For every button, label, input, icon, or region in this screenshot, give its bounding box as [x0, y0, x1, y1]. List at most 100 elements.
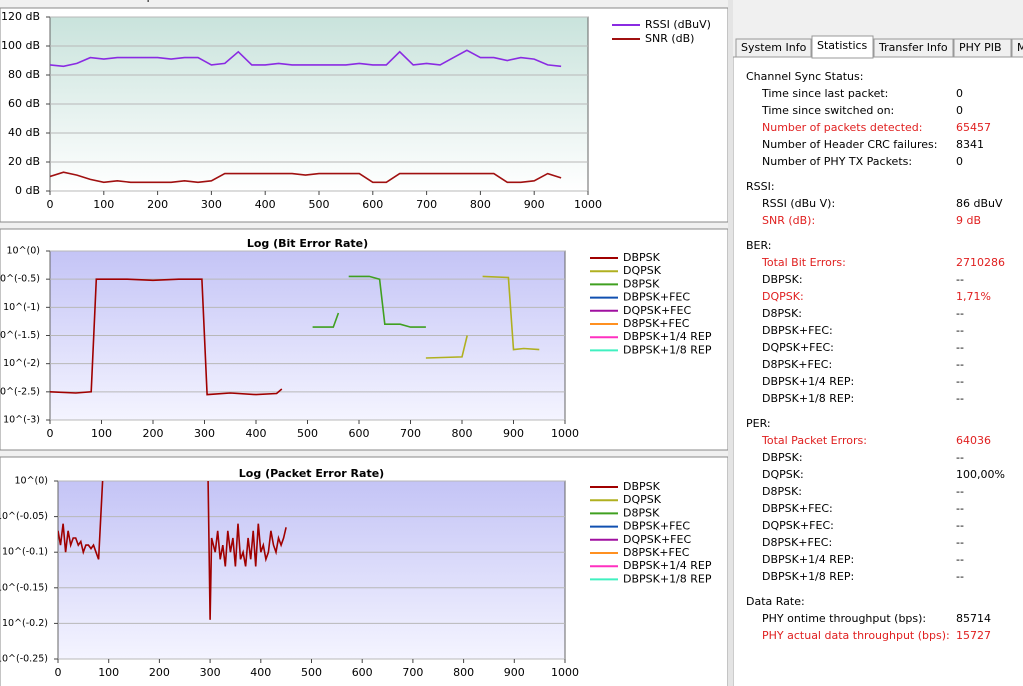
- x-tick-label: 200: [147, 198, 168, 211]
- stat-label: PHY ontime throughput (bps):: [762, 612, 926, 625]
- stat-value: --: [956, 324, 964, 337]
- stat-value: 0: [956, 87, 963, 100]
- y-tick-label: 10^(0): [6, 246, 40, 257]
- y-tick-label: 120 dB: [1, 10, 40, 23]
- stat-label: PHY actual data throughput (bps):: [762, 629, 950, 642]
- x-tick-label: 200: [143, 427, 164, 440]
- stat-value: --: [956, 375, 964, 388]
- stat-label: SNR (dB):: [762, 214, 815, 227]
- stat-value: 65457: [956, 121, 991, 134]
- x-tick-label: 900: [524, 198, 545, 211]
- y-tick-label: 20 dB: [8, 155, 40, 168]
- stat-value: --: [956, 536, 964, 549]
- divider: [728, 0, 733, 686]
- section-title: PER:: [746, 417, 771, 430]
- stat-label: Total Bit Errors:: [761, 256, 846, 269]
- stat-label: DQPSK:: [762, 468, 804, 481]
- x-tick-label: 700: [402, 666, 423, 679]
- stat-label: D8PSK+FEC:: [762, 358, 832, 371]
- plot-area: [57, 480, 566, 660]
- stat-label: DBPSK:: [762, 451, 803, 464]
- x-tick-label: 0: [47, 198, 54, 211]
- stat-label: DQPSK+FEC:: [762, 341, 834, 354]
- stat-label: DBPSK:: [762, 273, 803, 286]
- tab[interactable]: [953, 38, 1012, 58]
- y-tick-label: 10^(-0.05): [0, 511, 48, 522]
- y-tick-label: 10^(-0.2): [2, 618, 48, 629]
- tab-label[interactable]: M: [1017, 41, 1023, 54]
- series-line: [50, 171, 562, 184]
- x-tick-label: 800: [452, 427, 473, 440]
- stat-label: Time since switched on:: [761, 104, 894, 117]
- stat-label: DQPSK+FEC:: [762, 519, 834, 532]
- stat-value: 15727: [956, 629, 991, 642]
- series-line: [50, 49, 562, 68]
- y-tick-label: 10^(-0.1): [2, 547, 48, 558]
- tab-label[interactable]: System Info: [741, 41, 807, 54]
- x-tick-label: 400: [250, 666, 271, 679]
- tab[interactable]: [873, 38, 954, 58]
- stat-label: DBPSK+1/4 REP:: [762, 375, 854, 388]
- legend-label: DBPSK: [623, 480, 661, 493]
- x-tick-label: 800: [453, 666, 474, 679]
- menu-item[interactable]: Mode: [22, 0, 52, 3]
- stat-value: --: [956, 553, 964, 566]
- section-title: Data Rate:: [746, 595, 805, 608]
- stat-value: --: [956, 570, 964, 583]
- x-tick-label: 300: [194, 427, 215, 440]
- section-title: Channel Sync Status:: [746, 70, 863, 83]
- tab[interactable]: [811, 35, 874, 59]
- legend-label: DQPSK+FEC: [623, 533, 691, 546]
- legend-label: DQPSK+FEC: [623, 304, 691, 317]
- y-tick-label: 100 dB: [1, 39, 40, 52]
- stat-label: D8PSK+FEC:: [762, 536, 832, 549]
- stat-value: 1,71%: [956, 290, 991, 303]
- x-tick-label: 0: [47, 427, 54, 440]
- legend-label: DBPSK+FEC: [623, 520, 690, 533]
- y-tick-label: 10^(-1): [3, 302, 40, 313]
- tab-label[interactable]: PHY PIB: [959, 41, 1002, 54]
- x-tick-label: 100: [98, 666, 119, 679]
- menu-item[interactable]: Options: [138, 0, 181, 3]
- stat-value: 0: [956, 155, 963, 168]
- y-tick-label: 0 dB: [15, 184, 40, 197]
- x-tick-label: 500: [297, 427, 318, 440]
- section-title: BER:: [746, 239, 772, 252]
- x-tick-label: 100: [91, 427, 112, 440]
- legend-label: D8PSK+FEC: [623, 317, 690, 330]
- x-tick-label: 900: [503, 427, 524, 440]
- y-tick-label: 10^(0): [14, 476, 48, 487]
- stat-value: --: [956, 273, 964, 286]
- chart-title: Log (Bit Error Rate): [247, 237, 368, 250]
- legend-label: DQPSK: [623, 493, 662, 506]
- stat-label: RSSI (dBu V):: [762, 197, 835, 210]
- stat-value: --: [956, 502, 964, 515]
- stat-value: --: [956, 307, 964, 320]
- x-tick-label: 300: [200, 666, 221, 679]
- x-tick-label: 600: [352, 666, 373, 679]
- tab[interactable]: [1011, 38, 1023, 58]
- stat-label: DBPSK+1/8 REP:: [762, 570, 854, 583]
- x-tick-label: 200: [149, 666, 170, 679]
- stat-value: --: [956, 358, 964, 371]
- menu-item[interactable]: Functions: [70, 0, 123, 3]
- stat-label: DQPSK:: [762, 290, 804, 303]
- x-tick-label: 700: [416, 198, 437, 211]
- tab[interactable]: [735, 38, 812, 58]
- stat-value: 2710286: [956, 256, 1005, 269]
- stat-value: 85714: [956, 612, 991, 625]
- stat-value: 86 dBuV: [956, 197, 1003, 210]
- series-line: [50, 278, 283, 396]
- legend-label: D8PSK: [623, 506, 660, 519]
- series-line: [312, 275, 426, 328]
- stat-value: --: [956, 519, 964, 532]
- y-tick-label: 60 dB: [8, 97, 40, 110]
- tab-label[interactable]: Transfer Info: [878, 41, 948, 54]
- y-tick-label: 40 dB: [8, 126, 40, 139]
- x-tick-label: 100: [93, 198, 114, 211]
- stat-label: Time since last packet:: [761, 87, 888, 100]
- x-tick-label: 600: [349, 427, 370, 440]
- stat-label: D8PSK:: [762, 307, 802, 320]
- stat-value: 64036: [956, 434, 991, 447]
- tab-label[interactable]: Statistics: [817, 39, 868, 52]
